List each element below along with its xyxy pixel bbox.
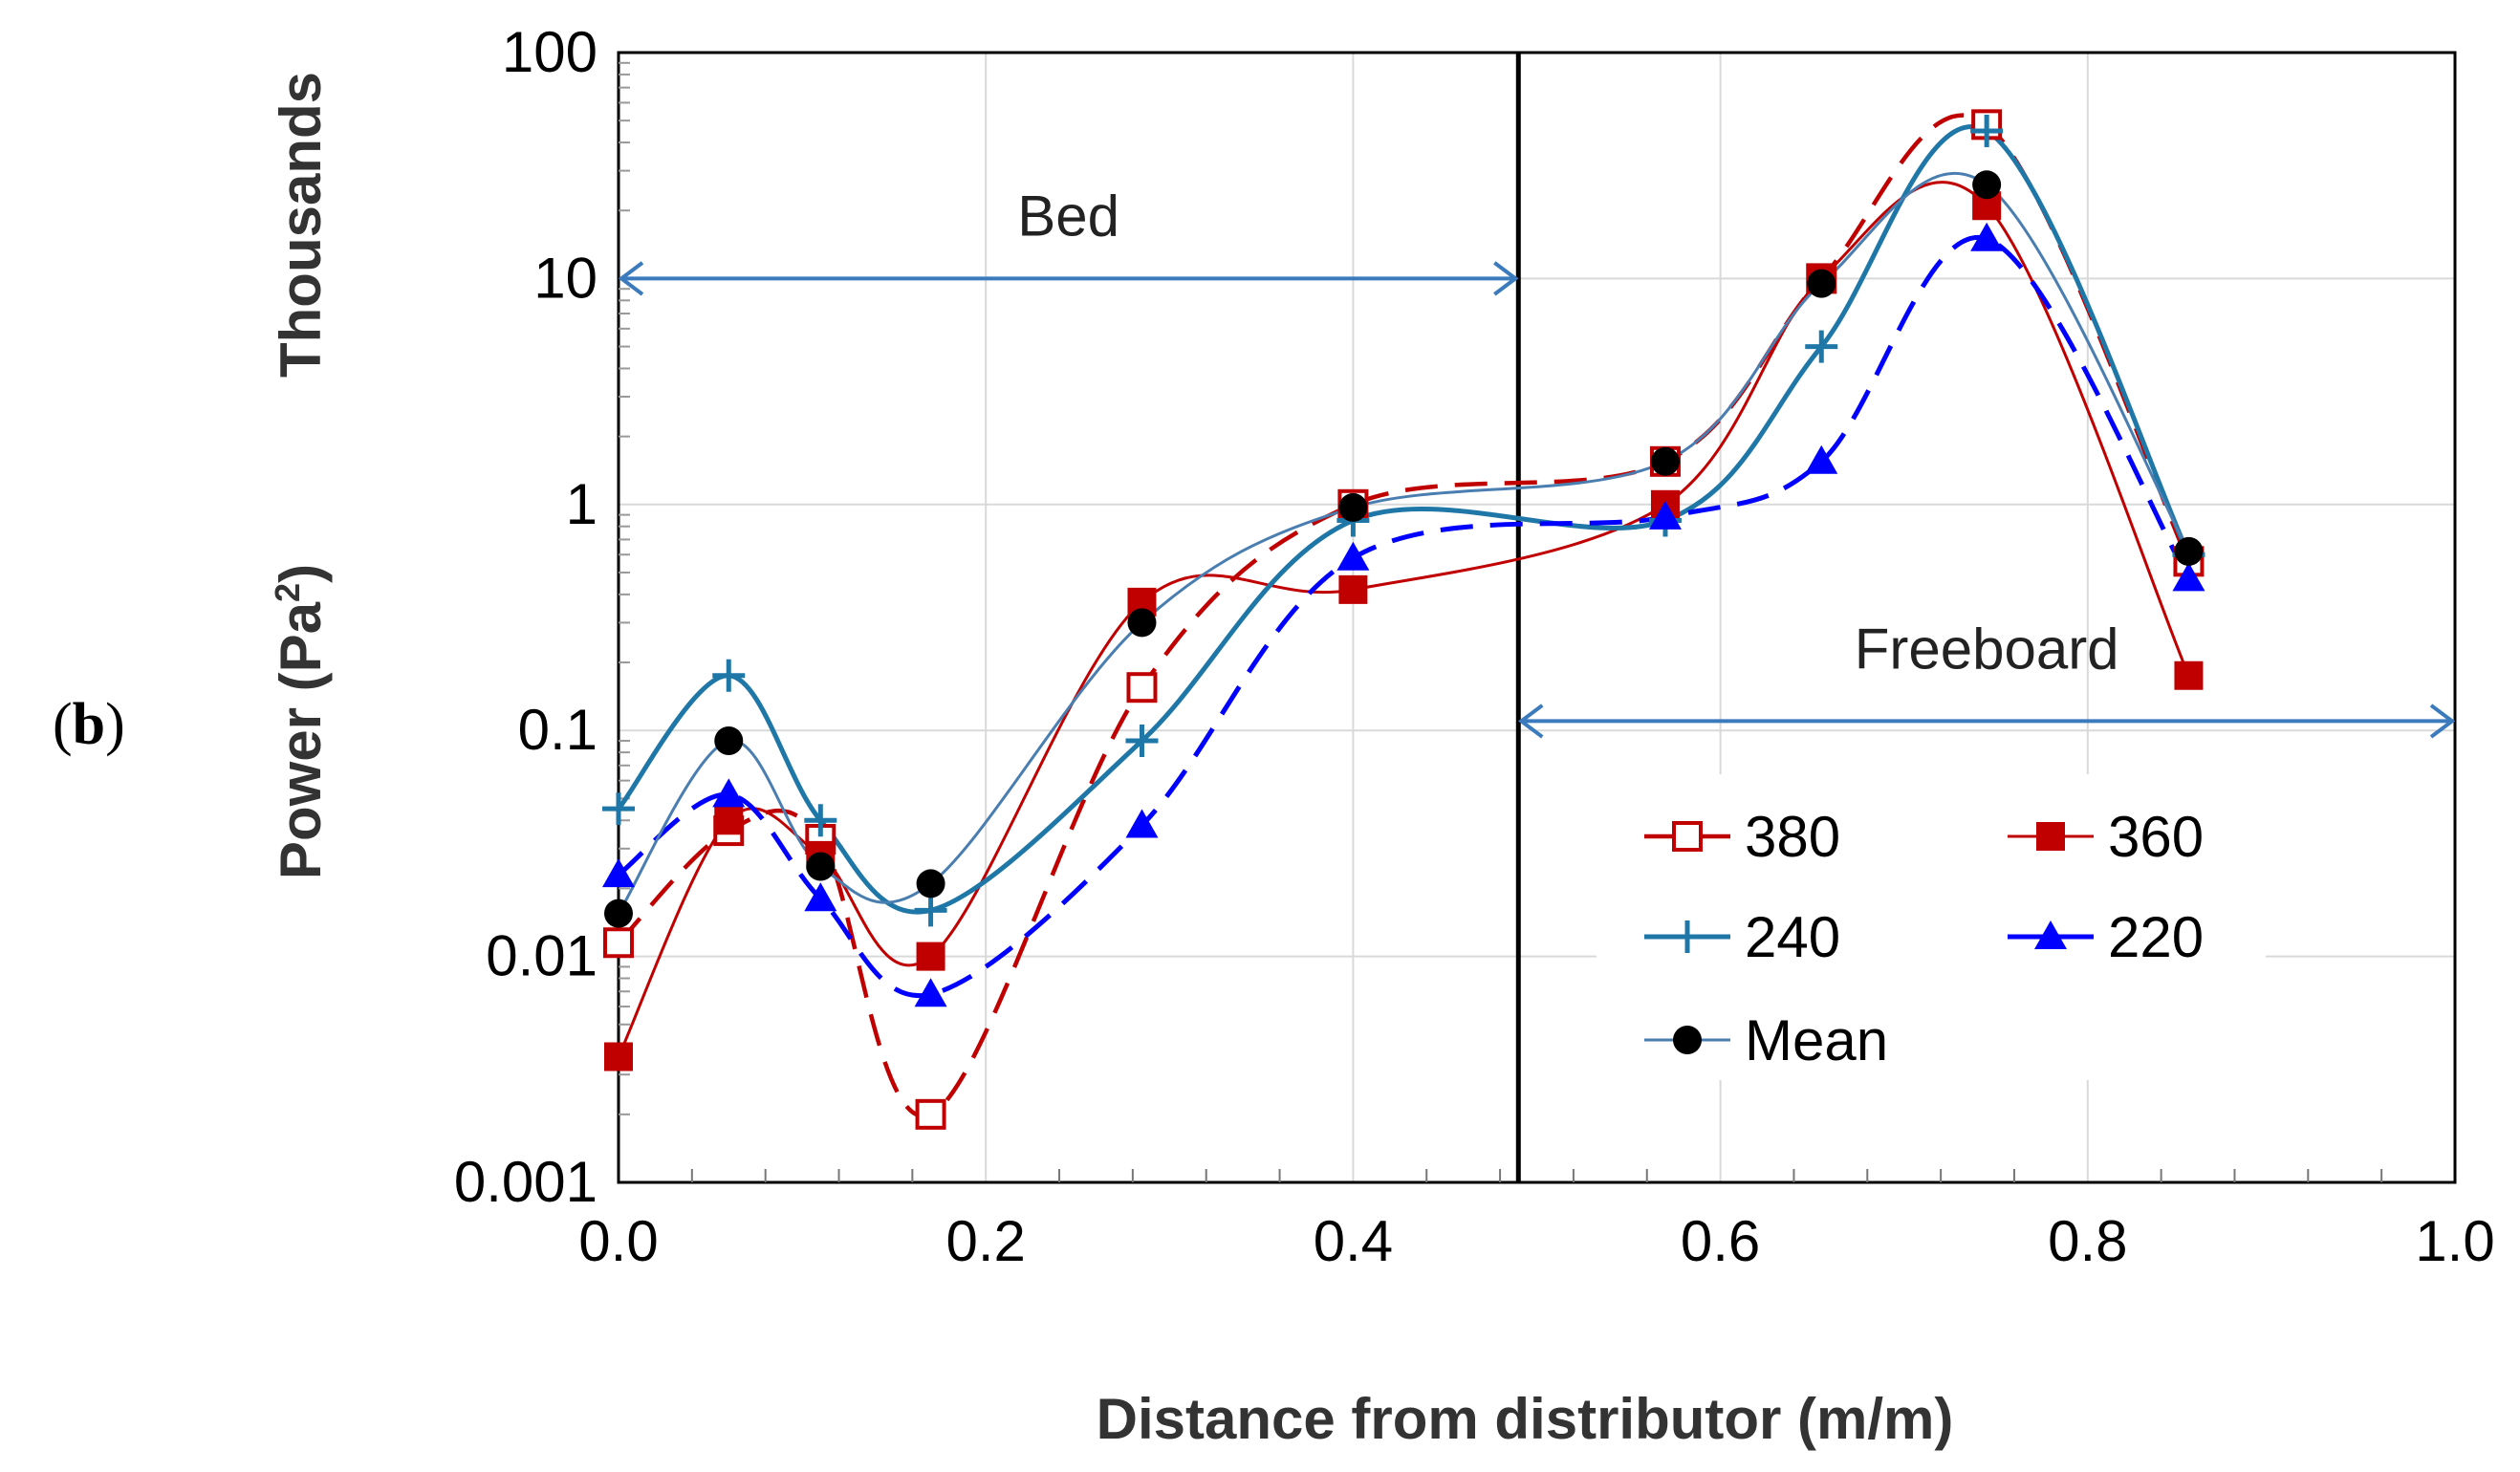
legend-label: 360 <box>2108 805 2204 869</box>
y-tick-label: 1 <box>566 472 597 536</box>
x-tick-label: 1.0 <box>2415 1209 2494 1273</box>
data-point <box>914 978 947 1007</box>
freeboard-annotation: Freeboard <box>1517 617 2456 739</box>
data-point <box>1970 222 2004 251</box>
y-tick-label: 0.1 <box>518 698 597 762</box>
series-markers-220 <box>602 222 2205 1007</box>
data-point <box>2172 562 2205 592</box>
legend-label: 220 <box>2108 905 2204 969</box>
series-line-240 <box>617 124 2191 915</box>
annotation-label: Freeboard <box>1855 617 2119 681</box>
x-tick-label: 0.0 <box>578 1209 658 1273</box>
data-point <box>1671 920 1704 953</box>
legend-entry-380: 380 <box>1644 805 1840 869</box>
data-point <box>1338 574 1368 604</box>
tick-labels: 0.0 0.2 0.4 0.6 0.8 1.0 0.001 0.01 0.1 1 10 100 <box>454 20 2495 1273</box>
data-point <box>1127 608 1157 638</box>
legend-label: Mean <box>1745 1008 1888 1072</box>
data-point <box>1125 725 1159 758</box>
legend-label: 380 <box>1745 805 1840 869</box>
legend-entry-220: 220 <box>2008 905 2204 969</box>
annotation-label: Bed <box>1017 184 1119 248</box>
data-point <box>914 894 947 927</box>
data-point <box>1972 170 2002 200</box>
data-point <box>1805 444 1838 474</box>
data-point <box>916 869 945 898</box>
legend-entry-360: 360 <box>2008 805 2204 869</box>
data-point <box>604 898 633 928</box>
data-point <box>804 882 837 912</box>
data-point <box>603 927 634 959</box>
data-point <box>916 942 945 971</box>
arrow-head <box>1493 261 1519 296</box>
data-point <box>2174 660 2204 690</box>
data-point <box>2036 822 2065 851</box>
axes <box>617 51 2457 1184</box>
annotations: Bed Freeboard <box>618 184 2456 739</box>
y-tick-label: 10 <box>533 246 597 310</box>
legend: 380 360 240 220 Mean <box>1597 774 2266 1080</box>
panel-label: (b) <box>53 692 125 757</box>
data-point <box>1648 500 1682 530</box>
data-point <box>1807 269 1836 298</box>
series-line-mean <box>617 171 2190 915</box>
data-point <box>1672 821 1703 852</box>
data-point <box>1336 541 1370 571</box>
data-point <box>604 1042 633 1072</box>
x-tick-label: 0.4 <box>1314 1209 1393 1273</box>
arrow-head <box>2429 704 2456 739</box>
legend-entry-240: 240 <box>1644 905 1840 969</box>
plot-frame <box>617 51 2457 1184</box>
data-point <box>1805 330 1838 363</box>
data-point <box>1126 672 1158 704</box>
data-point <box>714 726 744 756</box>
data-point <box>712 778 746 808</box>
data-point <box>1673 1026 1702 1054</box>
data-point <box>804 804 837 837</box>
series-markers-mean <box>604 170 2204 928</box>
y-tick-label: 0.001 <box>454 1150 597 1214</box>
x-tick-label: 0.2 <box>945 1209 1025 1273</box>
bed-annotation: Bed <box>618 184 1519 296</box>
y-axis-label: Power (Pa2) <box>268 564 333 879</box>
y-axis-multiplier-label: Thousands <box>269 72 333 378</box>
series-markers-360 <box>604 191 2204 1072</box>
data-point <box>602 858 635 888</box>
data-point <box>602 792 635 826</box>
data-point <box>2174 536 2204 566</box>
y-tick-label: 100 <box>502 20 597 84</box>
series-markers <box>602 109 2205 1130</box>
arrow-head <box>1517 704 1544 739</box>
data-point <box>714 806 744 835</box>
x-tick-label: 0.8 <box>2048 1209 2127 1273</box>
data-point <box>2034 920 2067 949</box>
series-line-220 <box>617 234 2191 999</box>
data-point <box>806 852 836 881</box>
data-point <box>1125 809 1159 838</box>
x-tick-label: 0.6 <box>1681 1209 1760 1273</box>
data-point <box>1970 114 2004 147</box>
y-tick-label: 0.01 <box>486 924 597 988</box>
data-point <box>1338 492 1368 522</box>
data-point <box>712 659 746 692</box>
arrow-head <box>618 261 644 296</box>
data-point <box>1650 446 1680 476</box>
x-axis-label: Distance from distributor (m/m) <box>1097 1387 1954 1451</box>
data-point <box>915 1098 946 1130</box>
legend-entry-mean: Mean <box>1644 1008 1888 1072</box>
legend-background <box>1597 774 2266 1080</box>
legend-label: 240 <box>1745 905 1840 969</box>
